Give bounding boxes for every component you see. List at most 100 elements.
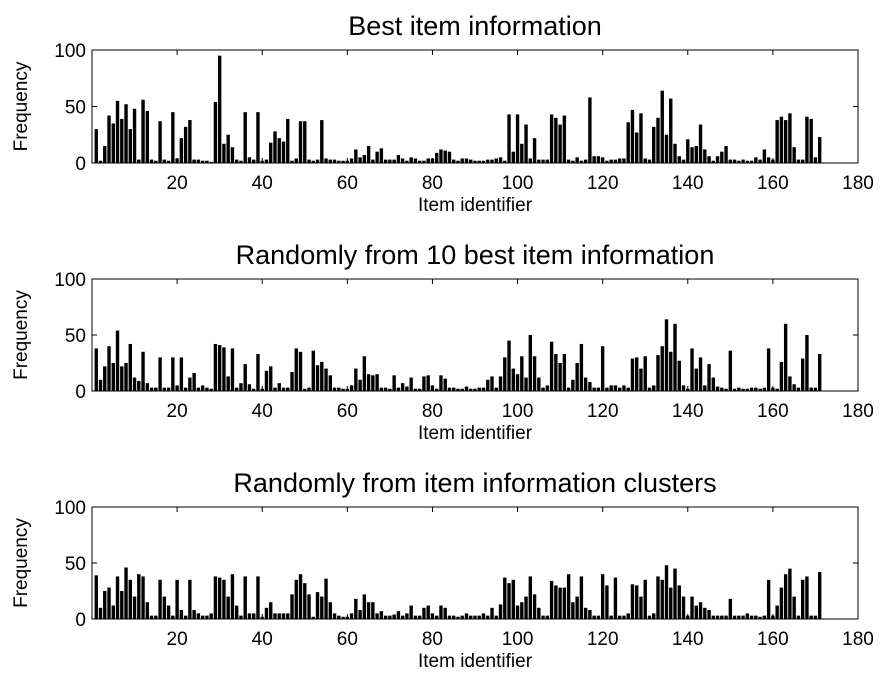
plot-frame [91,278,859,392]
y-tick-label: 0 [75,610,86,631]
x-tick-label: 40 [252,173,273,194]
bar-item-109 [554,585,558,619]
bar-item-157 [758,388,762,391]
bar-item-29 [213,576,218,619]
bar-item-103 [528,576,533,619]
bar-item-165 [792,147,796,163]
bar-item-26 [200,160,205,163]
bar-item-38 [252,159,256,163]
bar-item-83 [443,607,447,619]
bar-item-70 [388,159,392,163]
bar-item-5 [111,363,115,391]
bar-item-90 [473,615,477,619]
bar-item-113 [571,160,575,163]
x-axis-label: Item identifier [418,195,533,216]
bar-item-145 [707,156,711,163]
bar-item-31 [222,579,226,619]
bar-item-96 [498,376,503,391]
bar-item-164 [788,376,792,391]
bar-item-76 [413,158,418,163]
bar-item-132 [652,613,656,619]
bar-item-153 [741,159,745,163]
bar-item-134 [660,346,664,391]
bar-item-121 [605,387,609,391]
bar-item-74 [405,613,409,619]
bar-item-142 [694,605,698,619]
bar-item-8 [124,104,128,163]
y-tick-label: 0 [75,154,86,175]
x-tick-label: 20 [167,401,188,422]
bar-item-19 [171,615,175,619]
bar-item-75 [409,377,413,391]
y-tick-label: 50 [65,326,86,347]
bar-item-105 [537,377,541,391]
bar-item-149 [724,615,728,619]
bar-item-116 [583,159,588,163]
bar-item-47 [290,371,294,391]
bar-item-79 [426,158,430,163]
x-tick-label: 120 [587,629,619,650]
bar-item-141 [690,596,694,619]
bar-item-133 [656,117,660,163]
bar-item-135 [664,134,669,163]
bar-item-135 [664,565,669,619]
bar-item-56 [328,602,333,619]
bar-item-157 [758,159,762,163]
bar-item-163 [783,323,788,391]
bar-item-156 [754,387,758,391]
bar-item-42 [269,142,273,163]
bar-item-141 [690,348,694,391]
bar-item-145 [707,610,711,619]
bar-item-12 [141,576,145,619]
bar-item-65 [366,146,371,163]
bar-item-67 [375,374,379,391]
bar-item-34 [234,387,239,391]
bar-item-43 [273,131,277,163]
bar-item-95 [494,615,498,619]
bar-item-95 [494,387,498,391]
bar-item-70 [388,388,392,391]
bar-item-155 [749,615,754,619]
bar-item-22 [183,126,188,163]
bar-item-11 [137,380,141,391]
bar-item-128 [635,132,639,163]
bar-item-8 [124,567,128,619]
bar-item-86 [456,160,460,163]
bar-item-115 [579,160,584,163]
bar-item-47 [290,160,294,163]
bar-item-21 [179,610,184,619]
bar-item-65 [366,602,371,619]
bar-item-2 [98,160,103,163]
bar-item-161 [775,605,779,619]
bar-item-32 [226,376,230,391]
bar-item-75 [409,157,413,163]
bar-item-33 [230,574,235,619]
bar-item-51 [307,159,311,163]
bar-item-8 [124,363,128,391]
bar-item-55 [324,158,328,163]
bar-item-16 [158,357,162,391]
bar-item-42 [269,366,273,391]
bar-item-35 [239,160,243,163]
bar-item-55 [324,578,328,619]
bar-item-23 [188,377,192,391]
x-tick-label: 180 [842,629,874,650]
bar-item-57 [332,613,337,619]
x-tick-label: 140 [672,173,704,194]
bar-item-170 [813,387,818,391]
bar-item-85 [452,615,456,619]
bar-item-52 [311,616,315,619]
bar-item-74 [405,160,409,163]
bar-item-166 [796,387,801,391]
y-tick-label: 50 [65,98,86,119]
bar-item-124 [617,615,622,619]
bar-item-150 [728,350,733,391]
bar-item-68 [379,611,384,619]
bar-item-123 [613,159,618,163]
bar-item-5 [111,605,115,619]
bar-item-161 [775,388,779,391]
bar-item-158 [762,615,767,619]
x-tick-label: 20 [167,629,188,650]
bar-item-128 [635,357,639,391]
bar-item-164 [788,568,792,619]
